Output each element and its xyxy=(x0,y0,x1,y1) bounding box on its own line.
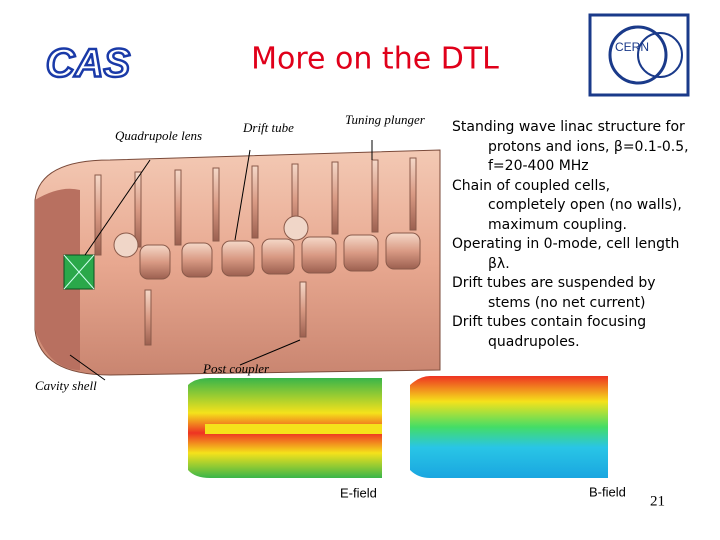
cern-logo: CERN xyxy=(588,13,690,97)
dtl-illustration: Quadrupole lens Drift tube Tuning plunge… xyxy=(34,112,441,393)
cas-logo: CAS xyxy=(46,42,131,86)
label-quadrupole-lens: Quadrupole lens xyxy=(115,128,202,143)
label-post-coupler: Post coupler xyxy=(202,361,270,376)
page-number: 21 xyxy=(650,493,665,509)
bullet-list: Standing wave linac structure for proton… xyxy=(452,118,692,352)
bullet: Standing wave linac structure for proton… xyxy=(452,119,689,174)
label-cavity-shell: Cavity shell xyxy=(35,378,97,393)
bullet: Drift tubes are suspended by stems (no n… xyxy=(452,275,656,311)
slide-title: More on the DTL xyxy=(251,42,499,77)
bullet: Operating in 0-mode, cell length βλ. xyxy=(452,236,680,272)
cern-text: CERN xyxy=(615,40,649,54)
label-tuning-plunger: Tuning plunger xyxy=(345,112,426,127)
e-field-label: E-field xyxy=(340,485,377,500)
drift-tubes xyxy=(63,157,421,346)
b-field-label: B-field xyxy=(589,484,626,499)
e-field-map xyxy=(188,378,382,478)
label-drift-tube: Drift tube xyxy=(242,120,294,135)
bullet: Drift tubes contain focusing quadrupoles… xyxy=(452,314,647,350)
b-field-map xyxy=(410,376,608,478)
bullet: Chain of coupled cells, completely open … xyxy=(452,177,682,233)
